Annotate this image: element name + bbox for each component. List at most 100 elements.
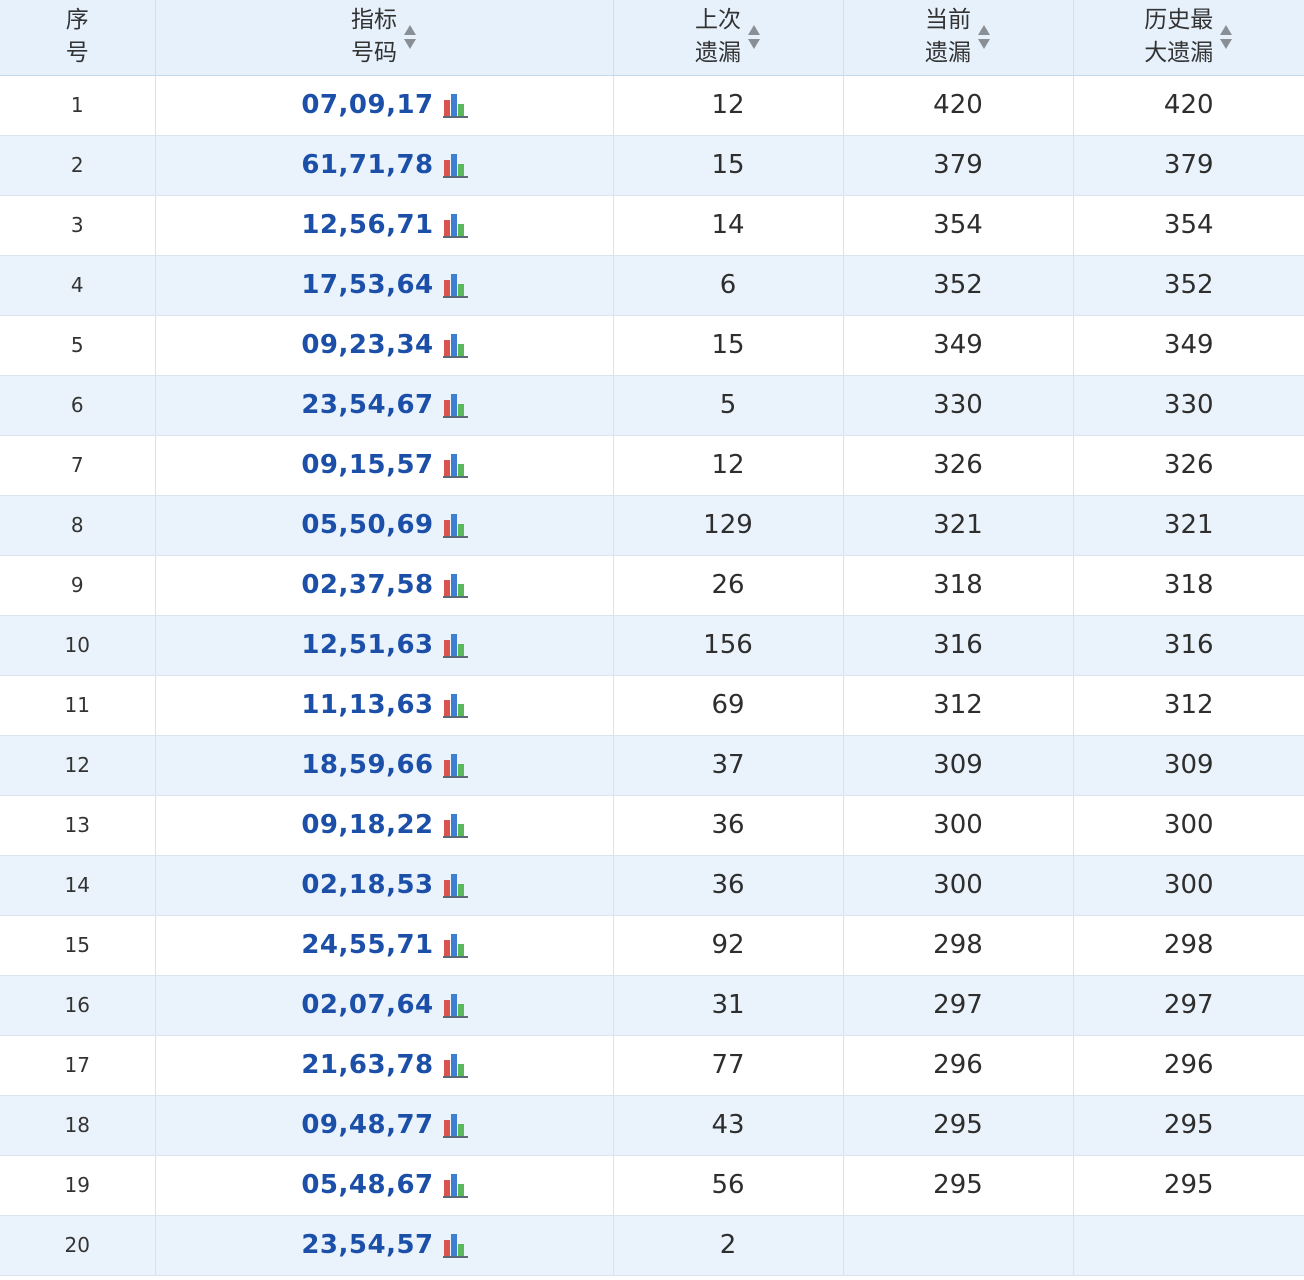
code-link[interactable]: 09,23,34	[301, 330, 434, 360]
last-miss-cell: 129	[613, 495, 844, 556]
row-index: 9	[0, 555, 156, 616]
max-miss-cell: 354	[1073, 195, 1304, 256]
max-miss-cell: 352	[1073, 255, 1304, 316]
code-cell: 12,56,71	[155, 195, 614, 256]
last-miss-cell: 2	[613, 1215, 844, 1276]
bar-chart-icon[interactable]	[442, 632, 469, 658]
code-cell-content: 17,53,64	[301, 270, 468, 300]
header-label: 指标 号码	[351, 4, 397, 70]
max-miss-cell: 318	[1073, 555, 1304, 616]
code-cell: 02,07,64	[155, 975, 614, 1036]
code-cell-content: 11,13,63	[301, 690, 468, 720]
last-miss-cell: 156	[613, 615, 844, 676]
sort-arrows-icon[interactable]	[977, 22, 991, 52]
code-cell: 24,55,71	[155, 915, 614, 976]
col-header-code[interactable]: 指标 号码	[155, 0, 614, 76]
code-cell: 21,63,78	[155, 1035, 614, 1096]
code-link[interactable]: 24,55,71	[301, 930, 434, 960]
code-link[interactable]: 02,37,58	[301, 570, 434, 600]
row-index: 15	[0, 915, 156, 976]
bar-chart-icon[interactable]	[442, 1112, 469, 1138]
header-label-line: 号	[65, 40, 89, 67]
header-content: 序号	[66, 4, 89, 70]
header-label-line: 号码	[351, 40, 397, 67]
row-index: 18	[0, 1095, 156, 1156]
code-cell: 12,51,63	[155, 615, 614, 676]
table-row: 2 61,71,78 15 379 379	[0, 135, 1304, 196]
bar-chart-icon[interactable]	[442, 1172, 469, 1198]
table-row: 12 18,59,66 37 309 309	[0, 735, 1304, 796]
row-index: 11	[0, 675, 156, 736]
col-header-current-miss[interactable]: 当前 遗漏	[843, 0, 1074, 76]
table-row: 20 23,54,57 2	[0, 1215, 1304, 1276]
max-miss-cell: 309	[1073, 735, 1304, 796]
header-label-line: 上次	[695, 7, 741, 34]
bar-chart-icon[interactable]	[442, 332, 469, 358]
col-header-last-miss[interactable]: 上次 遗漏	[613, 0, 844, 76]
current-miss-cell: 296	[843, 1035, 1074, 1096]
bar-chart-icon[interactable]	[442, 212, 469, 238]
bar-chart-icon[interactable]	[442, 452, 469, 478]
current-miss-cell: 298	[843, 915, 1074, 976]
row-index: 20	[0, 1215, 156, 1276]
code-link[interactable]: 23,54,57	[301, 1230, 434, 1260]
sort-arrows-icon[interactable]	[403, 22, 417, 52]
current-miss-cell: 420	[843, 75, 1074, 136]
bar-chart-icon[interactable]	[442, 752, 469, 778]
bar-chart-icon[interactable]	[442, 872, 469, 898]
last-miss-cell: 15	[613, 135, 844, 196]
current-miss-cell: 295	[843, 1095, 1074, 1156]
code-link[interactable]: 05,48,67	[301, 1170, 434, 1200]
bar-chart-icon[interactable]	[442, 812, 469, 838]
bar-chart-icon[interactable]	[442, 272, 469, 298]
last-miss-cell: 14	[613, 195, 844, 256]
bar-chart-icon[interactable]	[442, 692, 469, 718]
code-link[interactable]: 61,71,78	[301, 150, 434, 180]
code-link[interactable]: 23,54,67	[301, 390, 434, 420]
current-miss-cell	[843, 1215, 1074, 1276]
table-row: 7 09,15,57 12 326 326	[0, 435, 1304, 496]
max-miss-cell: 321	[1073, 495, 1304, 556]
code-link[interactable]: 09,15,57	[301, 450, 434, 480]
bar-chart-icon[interactable]	[442, 932, 469, 958]
code-link[interactable]: 09,48,77	[301, 1110, 434, 1140]
code-link[interactable]: 07,09,17	[301, 90, 434, 120]
code-link[interactable]: 18,59,66	[301, 750, 434, 780]
code-link[interactable]: 05,50,69	[301, 510, 434, 540]
code-link[interactable]: 02,18,53	[301, 870, 434, 900]
code-link[interactable]: 11,13,63	[301, 690, 434, 720]
bar-chart-icon[interactable]	[442, 1052, 469, 1078]
sort-arrows-icon[interactable]	[747, 22, 761, 52]
table-row: 16 02,07,64 31 297 297	[0, 975, 1304, 1036]
code-link[interactable]: 12,56,71	[301, 210, 434, 240]
code-cell-content: 12,56,71	[301, 210, 468, 240]
last-miss-cell: 43	[613, 1095, 844, 1156]
bar-chart-icon[interactable]	[442, 92, 469, 118]
row-index: 8	[0, 495, 156, 556]
bar-chart-icon[interactable]	[442, 152, 469, 178]
code-link[interactable]: 21,63,78	[301, 1050, 434, 1080]
header-label: 上次 遗漏	[695, 4, 741, 70]
max-miss-cell: 295	[1073, 1155, 1304, 1216]
bar-chart-icon[interactable]	[442, 992, 469, 1018]
bar-chart-icon[interactable]	[442, 1232, 469, 1258]
code-link[interactable]: 17,53,64	[301, 270, 434, 300]
max-miss-cell: 312	[1073, 675, 1304, 736]
col-header-max-miss[interactable]: 历史最 大遗漏	[1073, 0, 1304, 76]
row-index: 6	[0, 375, 156, 436]
bar-chart-icon[interactable]	[442, 512, 469, 538]
sort-arrows-icon[interactable]	[1219, 22, 1233, 52]
row-index: 3	[0, 195, 156, 256]
bar-chart-icon[interactable]	[442, 572, 469, 598]
current-miss-cell: 330	[843, 375, 1074, 436]
header-content: 指标 号码	[351, 4, 417, 70]
code-link[interactable]: 12,51,63	[301, 630, 434, 660]
table-row: 17 21,63,78 77 296 296	[0, 1035, 1304, 1096]
code-cell: 02,37,58	[155, 555, 614, 616]
bar-chart-icon[interactable]	[442, 392, 469, 418]
code-link[interactable]: 09,18,22	[301, 810, 434, 840]
last-miss-cell: 92	[613, 915, 844, 976]
code-cell-content: 02,37,58	[301, 570, 468, 600]
code-link[interactable]: 02,07,64	[301, 990, 434, 1020]
